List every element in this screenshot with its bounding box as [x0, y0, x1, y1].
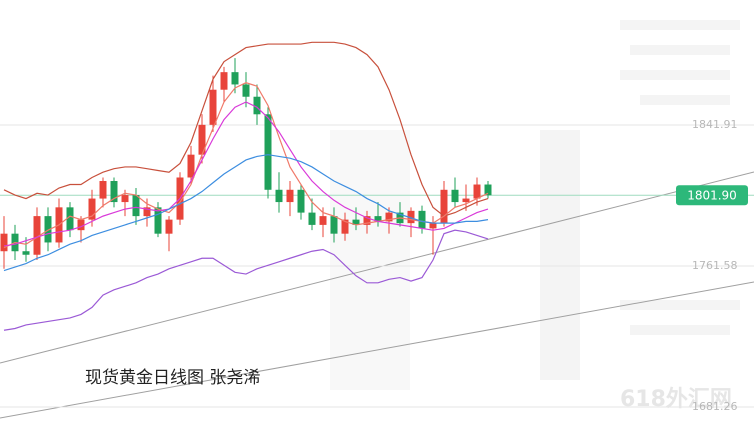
candle-body — [165, 219, 173, 234]
candle-body — [374, 216, 382, 222]
trend-line — [0, 281, 754, 419]
candle-body — [275, 189, 283, 203]
candle-body — [154, 207, 162, 234]
candle-body — [297, 189, 305, 213]
indicator-line — [3, 154, 489, 272]
candle-body — [198, 124, 206, 155]
candle-body — [473, 184, 481, 199]
candle-body — [66, 207, 74, 231]
trend-line — [0, 171, 754, 364]
candle-body — [99, 181, 107, 199]
candle-body — [352, 219, 360, 225]
candle-body — [330, 216, 338, 234]
y-tick-label: 1681.26 — [692, 400, 738, 413]
candle-body — [440, 189, 448, 224]
candle-body — [231, 72, 239, 85]
watermark: 618外汇网 — [620, 386, 732, 412]
current-price-box — [676, 185, 748, 206]
candle-body — [242, 84, 250, 97]
y-tick-label: 1841.91 — [692, 118, 738, 131]
candle-body — [77, 219, 85, 231]
candle-body — [462, 198, 470, 203]
candle-body — [429, 223, 437, 229]
candle-body — [341, 219, 349, 234]
candle-body — [484, 184, 492, 196]
background-decoration — [330, 20, 740, 390]
y-tick-label: 1761.58 — [692, 259, 738, 272]
candle-body — [220, 72, 228, 90]
candle-body — [451, 189, 459, 203]
candle-body — [0, 233, 8, 252]
candle-body — [363, 216, 371, 225]
candle-body — [319, 216, 327, 225]
candle-body — [407, 210, 415, 224]
candle-body — [209, 89, 217, 125]
candle-body — [385, 212, 393, 222]
candle-body — [110, 181, 118, 203]
candle-body — [132, 195, 140, 217]
indicator-line — [3, 41, 489, 217]
candle-body — [286, 189, 294, 203]
current-price-label: 1801.90 — [687, 189, 737, 203]
candle-body — [187, 154, 195, 178]
candle-body — [143, 207, 151, 217]
indicator-line — [3, 82, 489, 249]
candle-body — [253, 96, 261, 115]
indicator-line — [3, 229, 489, 331]
indicator-line — [3, 101, 489, 247]
candle-body — [418, 210, 426, 229]
candle-body — [121, 195, 129, 203]
candle-body — [264, 114, 272, 190]
chart-title: 现货黄金日线图 张尧浠 — [85, 368, 260, 388]
candle-body — [44, 216, 52, 243]
candle-body — [88, 198, 96, 220]
candle-body — [308, 212, 316, 225]
candle-body — [33, 216, 41, 255]
candle-body — [22, 251, 30, 255]
